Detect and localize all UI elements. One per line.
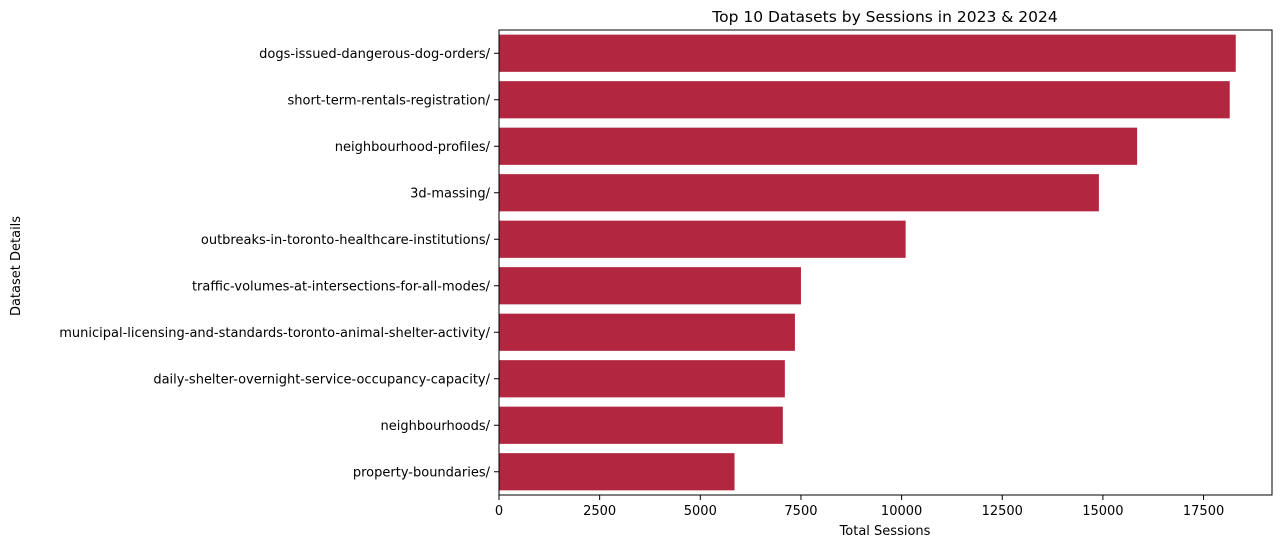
x-tick-label: 17500 — [1183, 504, 1224, 519]
bar — [499, 267, 801, 305]
x-tick-label: 7500 — [784, 504, 817, 519]
y-tick-label: dogs-issued-dangerous-dog-orders/ — [259, 47, 491, 62]
y-axis-label: Dataset Details — [9, 216, 24, 316]
y-tick-label: 3d-massing/ — [410, 186, 490, 201]
x-tick-label: 0 — [495, 504, 503, 519]
x-tick-label: 15000 — [1082, 504, 1123, 519]
x-tick-label: 10000 — [881, 504, 922, 519]
y-tick-label: neighbourhood-profiles/ — [335, 140, 491, 155]
y-ticks-group: dogs-issued-dangerous-dog-orders/short-t… — [59, 47, 499, 480]
bar — [499, 81, 1230, 119]
bar — [499, 313, 795, 351]
y-tick-label: outbreaks-in-toronto-healthcare-institut… — [201, 233, 491, 248]
x-tick-label: 12500 — [982, 504, 1023, 519]
bar — [499, 34, 1236, 72]
bar — [499, 220, 906, 258]
y-tick-label: daily-shelter-overnight-service-occupanc… — [153, 372, 490, 387]
x-ticks-group: 0 2500 5000 7500 10000 12500 15000 17500 — [495, 495, 1224, 519]
plot-frame — [498, 29, 1273, 496]
bar — [499, 453, 735, 491]
bar — [499, 174, 1099, 212]
y-tick-label: short-term-rentals-registration/ — [288, 93, 491, 108]
bar — [499, 360, 785, 398]
x-tick-label: 5000 — [684, 504, 717, 519]
chart-title: Top 10 Datasets by Sessions in 2023 & 20… — [711, 8, 1057, 26]
bar — [499, 127, 1138, 165]
y-tick-label: traffic-volumes-at-intersections-for-all… — [192, 279, 491, 294]
y-tick-label: neighbourhoods/ — [381, 419, 491, 434]
x-axis-label: Total Sessions — [839, 524, 931, 539]
x-tick-label: 2500 — [583, 504, 616, 519]
y-tick-label: municipal-licensing-and-standards-toront… — [59, 326, 490, 341]
bar — [499, 406, 783, 444]
y-tick-label: property-boundaries/ — [353, 465, 491, 480]
bars-group — [499, 34, 1236, 491]
